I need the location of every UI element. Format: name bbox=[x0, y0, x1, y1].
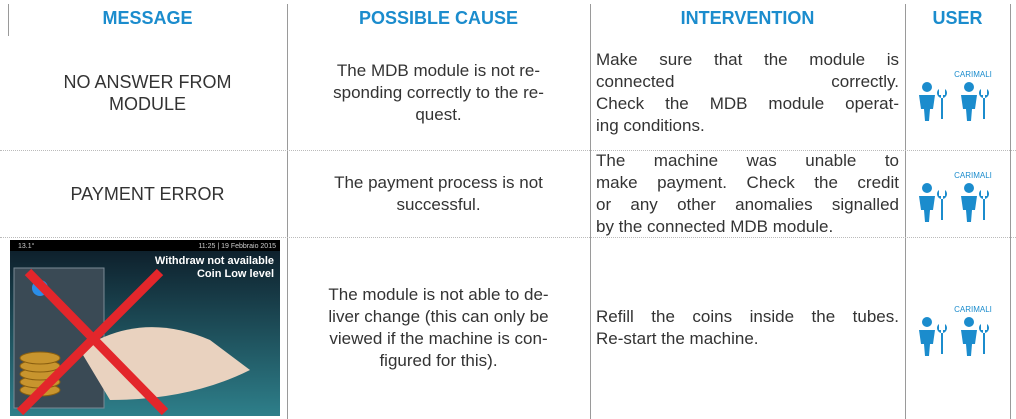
text-line: figured for this). bbox=[379, 351, 498, 370]
icon-head bbox=[922, 317, 932, 327]
status-right: 11:25 | 19 Febbraio 2015 bbox=[198, 243, 276, 250]
text-line: Make sure that the module is bbox=[596, 50, 899, 69]
alert-text: Coin Low level bbox=[197, 268, 274, 280]
icon-wrench bbox=[979, 89, 989, 119]
text-line: Re-start the machine. bbox=[596, 329, 759, 348]
column-header: INTERVENTION bbox=[680, 7, 815, 28]
icon-wrench bbox=[979, 189, 989, 220]
icon-head bbox=[922, 82, 932, 92]
text-line: sponding correctly to the re- bbox=[333, 83, 544, 102]
icon-brand: CARIMALI bbox=[954, 171, 992, 180]
cause-cell: The MDB module is not re-sponding correc… bbox=[293, 36, 584, 150]
icon-wrench bbox=[937, 324, 947, 354]
cause-cell: The module is not able to de-liver chang… bbox=[293, 237, 584, 419]
text-line: ing conditions. bbox=[596, 116, 705, 135]
icon-body bbox=[919, 95, 935, 121]
text-line: NO ANSWER FROM bbox=[63, 72, 232, 92]
column-header: MESSAGE bbox=[102, 7, 193, 28]
icon-body bbox=[919, 195, 935, 222]
text-line: The MDB module is not re- bbox=[336, 61, 541, 80]
text-line: viewed if the machine is con- bbox=[329, 329, 548, 348]
text-line: The machine was unable to bbox=[596, 150, 899, 170]
icon-brand: CARIMALI bbox=[954, 70, 992, 79]
cause-cell: The payment process is not successful. bbox=[293, 150, 584, 237]
icon-body bbox=[919, 330, 935, 356]
icon-wrench bbox=[979, 324, 989, 354]
intervention-cell: Refill the coins inside the tubes. Re-sta… bbox=[596, 237, 899, 419]
text-line: MODULE bbox=[108, 94, 186, 114]
user-icons: CARIMALI bbox=[919, 305, 992, 356]
column-header: USER bbox=[932, 7, 983, 28]
text-line: successful. bbox=[396, 194, 481, 214]
message-cell: NO ANSWER FROM MODULE bbox=[12, 36, 283, 150]
status-bar bbox=[10, 240, 280, 251]
screenshot: 13.1° 11:25 | 19 Febbraio 2015 Withdraw no… bbox=[10, 240, 280, 416]
hand bbox=[80, 327, 250, 400]
icon-head bbox=[964, 82, 974, 92]
text-line: PAYMENT ERROR bbox=[70, 183, 225, 204]
column-divider bbox=[1010, 4, 1011, 419]
icon-wrench bbox=[937, 89, 947, 119]
column-divider bbox=[590, 4, 591, 419]
text-line: quest. bbox=[415, 105, 462, 124]
row-divider bbox=[0, 150, 1016, 151]
column-divider bbox=[8, 4, 9, 36]
text-line: or any other anomalies signalled bbox=[596, 194, 899, 214]
icon-body bbox=[961, 95, 977, 121]
intervention-cell: The machine was unable to make payment. C… bbox=[596, 150, 899, 237]
column-divider bbox=[905, 4, 906, 419]
icon-body bbox=[961, 330, 977, 356]
icon-brand: CARIMALI bbox=[954, 305, 992, 314]
text-line: liver change (this can only be bbox=[328, 307, 549, 326]
coin bbox=[19, 351, 61, 365]
row-divider bbox=[0, 237, 1016, 238]
text-line: Check the MDB module operat- bbox=[596, 94, 899, 113]
intervention-cell: Make sure that the module is connected co… bbox=[596, 36, 899, 150]
icon-head bbox=[964, 182, 974, 193]
status-left: 13.1° bbox=[18, 242, 35, 250]
icon-body bbox=[961, 195, 977, 222]
alert-text: Withdraw not available bbox=[155, 255, 274, 267]
message-cell: PAYMENT ERROR bbox=[12, 150, 283, 237]
text-line: Refill the coins inside the tubes. bbox=[596, 307, 899, 326]
icon-head bbox=[964, 317, 974, 327]
column-header: POSSIBLE CAUSE bbox=[358, 7, 519, 28]
user-icons: CARIMALI bbox=[919, 171, 992, 222]
red-x bbox=[16, 268, 169, 416]
icon-wrench bbox=[937, 189, 947, 220]
text-line: make payment. Check the credit bbox=[596, 172, 899, 192]
user-icons: CARIMALI bbox=[919, 70, 992, 121]
text-line: The payment process is not bbox=[334, 172, 543, 192]
column-divider bbox=[287, 4, 288, 419]
text-line: connected correctly. bbox=[596, 72, 899, 91]
text-line: by the connected MDB module. bbox=[596, 216, 834, 236]
icon-head bbox=[922, 182, 932, 193]
text-line: The module is not able to de- bbox=[328, 285, 549, 304]
